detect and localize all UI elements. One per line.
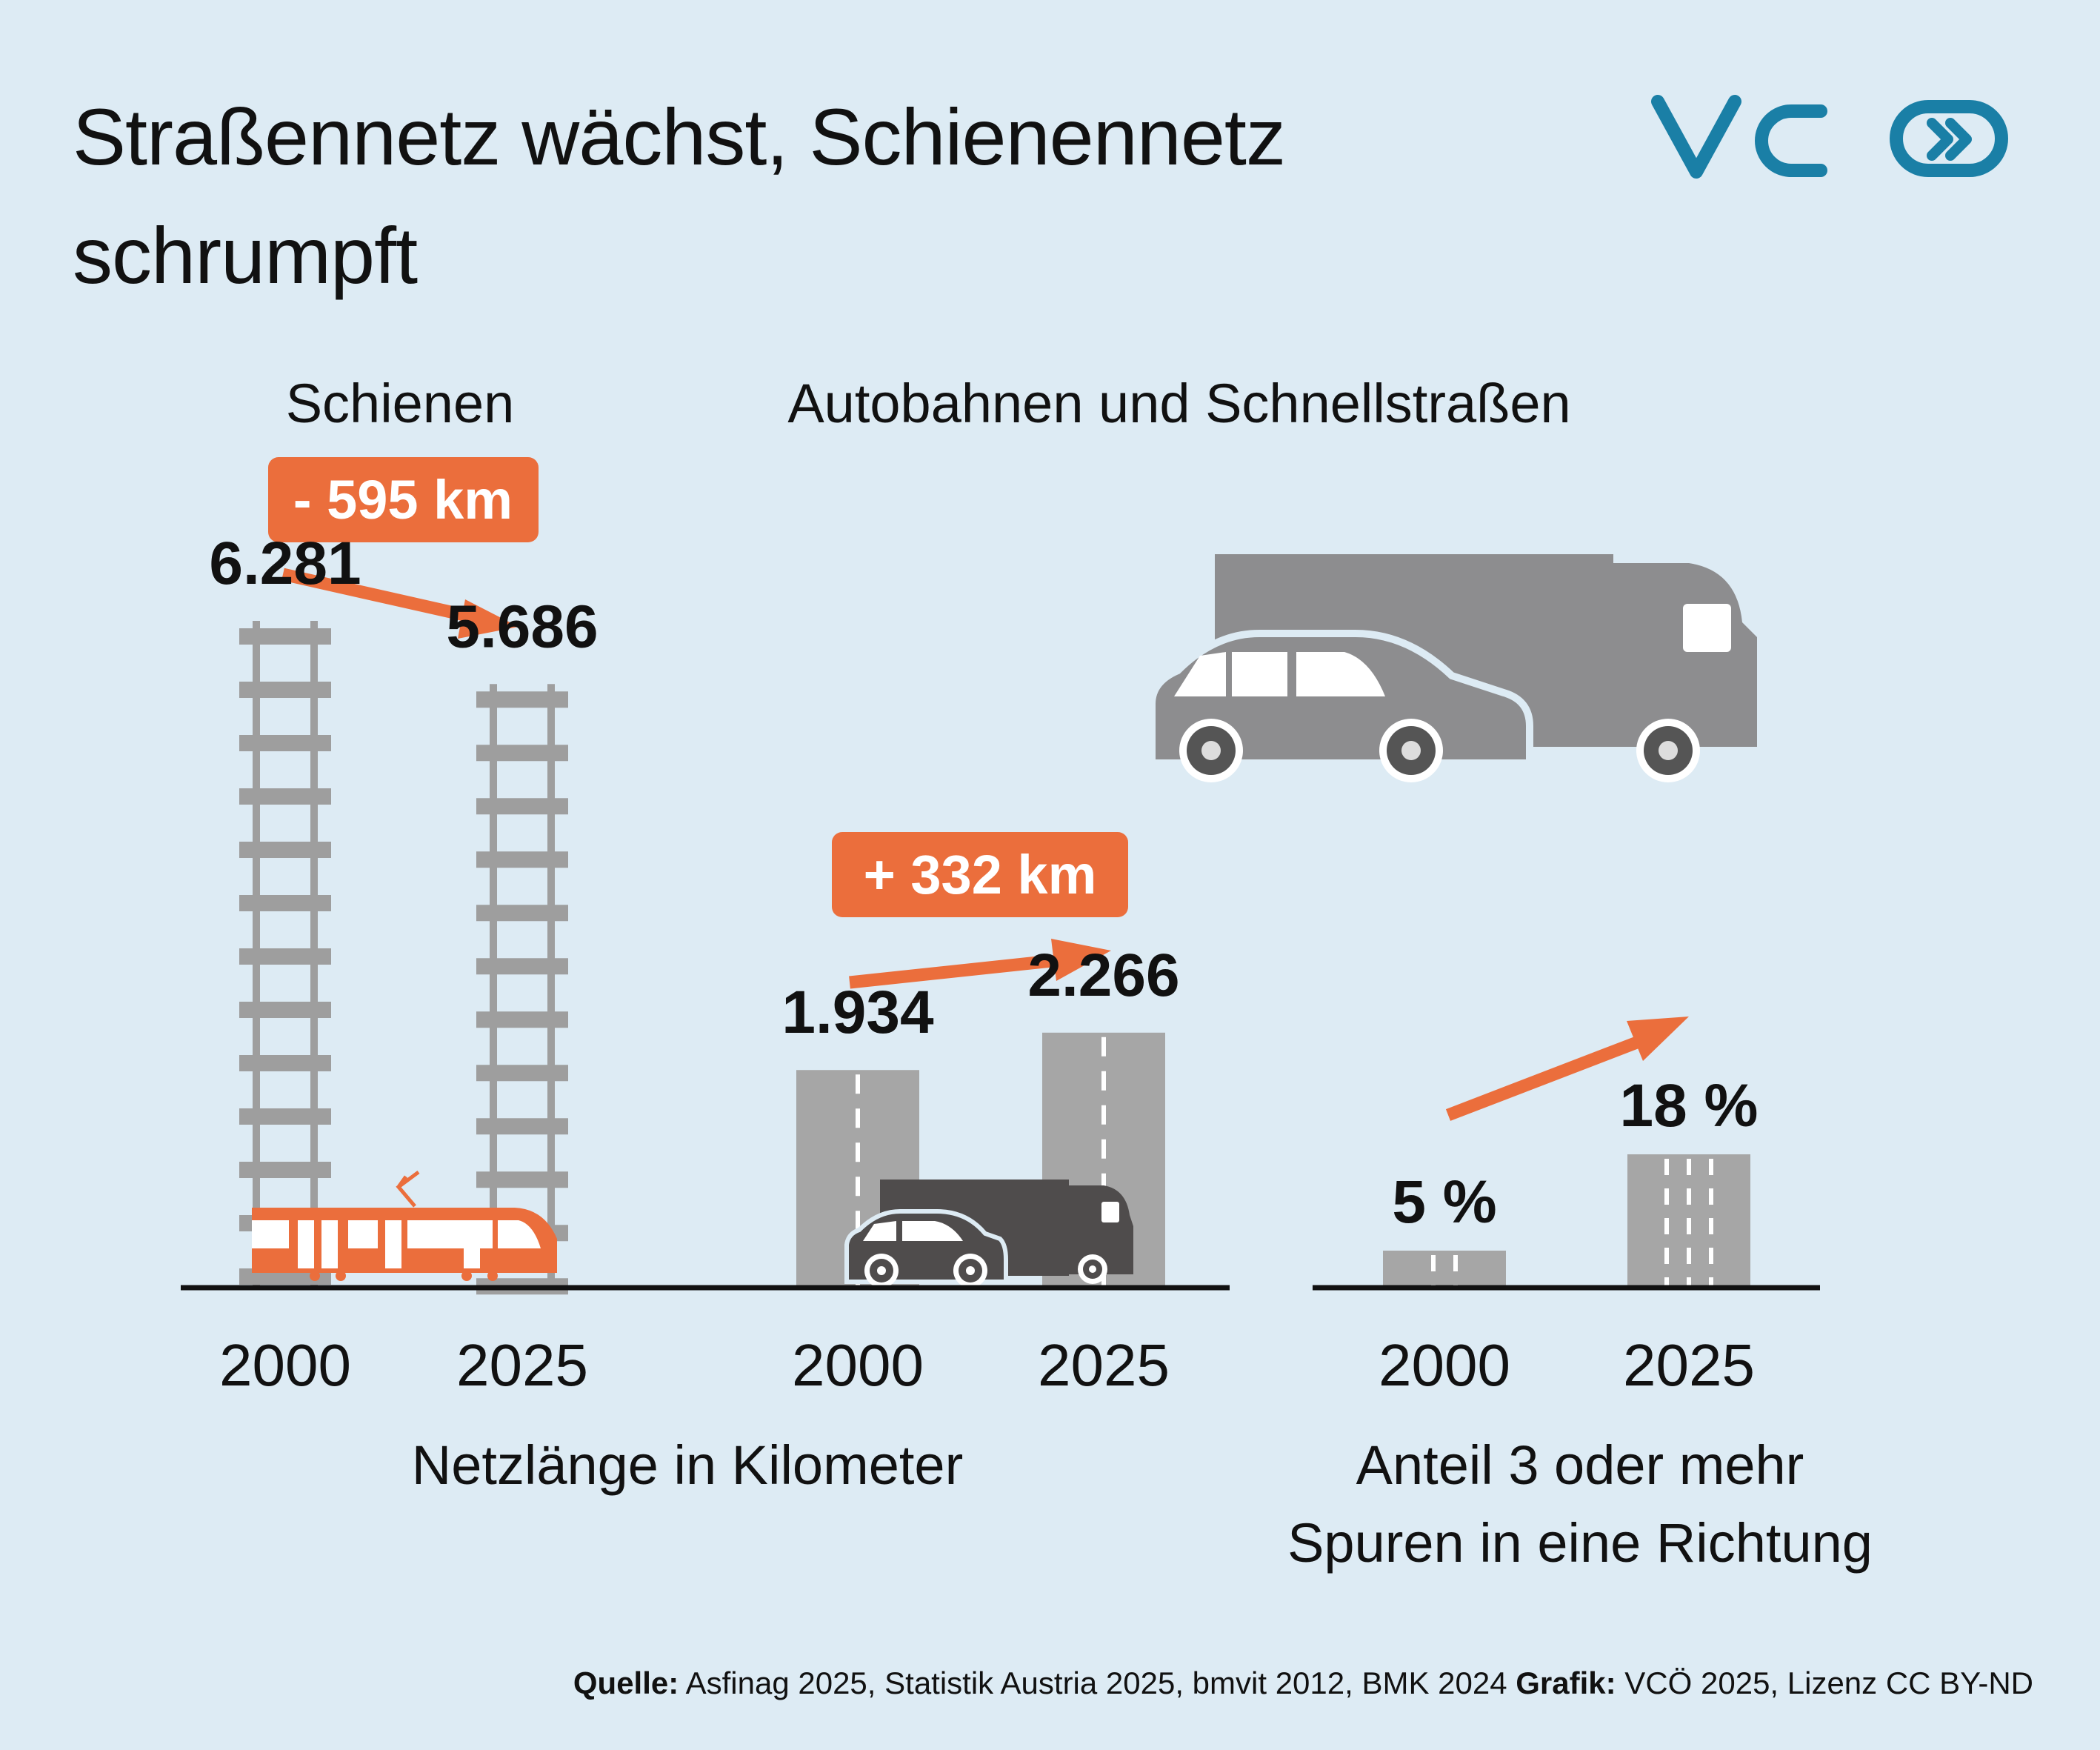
car-window (1174, 652, 1226, 696)
rail-track-bar (476, 684, 568, 1295)
rail-track-sleeper (239, 682, 331, 698)
share-value-label: 5 % (1392, 1168, 1496, 1236)
road-change-badge (832, 832, 1128, 917)
rail-track-sleeper (476, 851, 568, 868)
rail-track-sleeper (476, 745, 568, 762)
rail-track-sleeper (476, 905, 568, 922)
train-window (348, 1220, 378, 1248)
rail-track-sleeper (239, 1162, 331, 1178)
road-value-label: 1.934 (781, 979, 934, 1046)
credit-text: VCÖ 2025, Lizenz CC BY-ND (1616, 1666, 2033, 1700)
train-door (298, 1220, 314, 1268)
km-axis-caption: Netzlänge in Kilometer (412, 1434, 963, 1496)
road-year-label: 2000 (792, 1332, 924, 1398)
wheel-icon (1379, 719, 1443, 782)
share-trend-arrow-line (1445, 1035, 1644, 1121)
logo-letter-c (1755, 104, 1827, 177)
rail-track-sleeper (239, 842, 331, 858)
share-axis-caption-line2: Spuren in eine Richtung (1287, 1512, 1873, 1574)
double-chevron-icon (1927, 118, 1972, 161)
rail-track-sleeper (239, 1055, 331, 1071)
train-icon (252, 1170, 557, 1281)
credit-label: Grafik: (1516, 1666, 1616, 1700)
logo-letter-o (1890, 100, 2008, 177)
rail-track-sleeper (476, 1011, 568, 1028)
vco-logo (1651, 95, 2008, 179)
train-door (464, 1220, 480, 1268)
rail-trend-arrow-head (458, 599, 519, 639)
share-bar (1383, 1251, 1506, 1288)
truck-window (1683, 604, 1731, 652)
wheel-icon (864, 1254, 899, 1288)
rail-track-sleeper (239, 1002, 331, 1018)
wheel-icon (1078, 1254, 1107, 1284)
car-truck-icon (844, 1180, 1133, 1288)
rail-track-sleeper (239, 1108, 331, 1125)
rail-track-sleeper (476, 691, 568, 708)
rail-year-label: 2000 (219, 1332, 351, 1398)
train-door (385, 1220, 401, 1268)
chart-title: Straßennetz wächst, Schienennetz schrump… (73, 92, 1286, 300)
rail-track-sleeper (239, 948, 331, 965)
wheel-icon (1179, 719, 1243, 782)
train-wheel (487, 1271, 498, 1281)
rail-change-badge (268, 457, 539, 542)
rail-year-label: 2025 (456, 1332, 588, 1398)
road-year-label: 2025 (1038, 1332, 1170, 1398)
wheel-icon (1636, 719, 1700, 782)
road-change-label: + 332 km (864, 844, 1097, 905)
small-truck-window (1101, 1202, 1119, 1222)
train-wheel (461, 1271, 472, 1281)
small-car-window (863, 1221, 896, 1241)
wheel-icon (953, 1254, 987, 1288)
car-window (1296, 652, 1385, 696)
rail-track-rail (490, 684, 497, 1288)
share-axis-caption-line1: Anteil 3 oder mehr (1356, 1434, 1804, 1496)
chart-marks: 6.281 2000 5.686 2025 1.934 2000 2.266 2025 5 % 2… (209, 530, 1758, 1398)
rail-track-sleeper (239, 628, 331, 645)
share-year-label: 2000 (1379, 1332, 1510, 1398)
road-value-label: 2.266 (1027, 942, 1179, 1009)
rail-track-sleeper (476, 798, 568, 815)
train-window (252, 1220, 289, 1248)
share-year-label: 2025 (1623, 1332, 1755, 1398)
train-door (321, 1220, 338, 1268)
car-window (1232, 652, 1287, 696)
rail-track-sleeper (476, 1171, 568, 1188)
rail-change-label: - 595 km (293, 469, 513, 530)
rail-track-sleeper (239, 735, 331, 751)
source-note: Quelle: Asfinag 2025, Statistik Austria … (573, 1666, 2033, 1701)
rail-track-sleeper (476, 958, 568, 975)
rail-track-rail (547, 684, 555, 1288)
share-trend-arrow-head (1627, 1017, 1689, 1061)
car-truck-illustration (1148, 554, 1757, 782)
rail-track-sleeper (239, 895, 331, 911)
rail-value-label: 6.281 (209, 530, 361, 597)
road-panel-title: Autobahnen und Schnellstraßen (787, 373, 1570, 434)
share-value-label: 18 % (1620, 1072, 1759, 1140)
road-trend-arrow-head (1051, 939, 1111, 981)
rail-trend-arrow-line (281, 568, 472, 623)
small-car-window (902, 1221, 963, 1241)
road-trend-arrow-line (849, 954, 1053, 989)
rail-track-sleeper (476, 1065, 568, 1082)
train-wheel (310, 1271, 320, 1281)
rail-track-sleeper (476, 1118, 568, 1135)
source-label: Quelle: (573, 1666, 679, 1700)
rail-track-sleeper (239, 788, 331, 805)
pantograph (396, 1170, 420, 1208)
rail-track-bar (239, 621, 331, 1288)
train-wheel (336, 1271, 346, 1281)
logo-letter-v (1651, 95, 1741, 179)
source-text: Asfinag 2025, Statistik Austria 2025, bm… (679, 1666, 1516, 1700)
rail-value-label: 5.686 (446, 593, 598, 660)
rail-panel-title: Schienen (286, 373, 515, 434)
train-front-window (498, 1220, 541, 1248)
